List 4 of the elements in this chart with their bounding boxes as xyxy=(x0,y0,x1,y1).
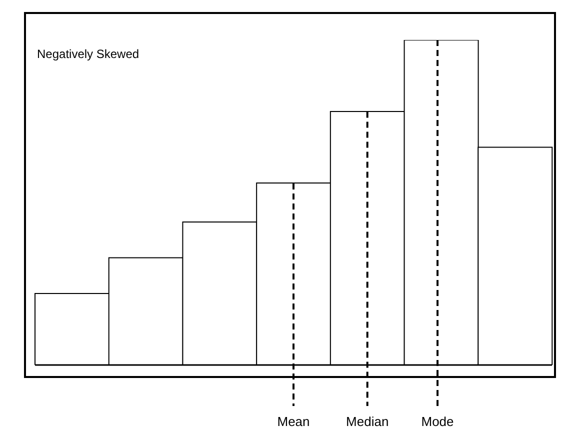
text: Negatively Skewed xyxy=(37,47,140,61)
text: Mean xyxy=(277,414,310,429)
text: Mode xyxy=(421,414,454,429)
text: Median xyxy=(346,414,389,429)
